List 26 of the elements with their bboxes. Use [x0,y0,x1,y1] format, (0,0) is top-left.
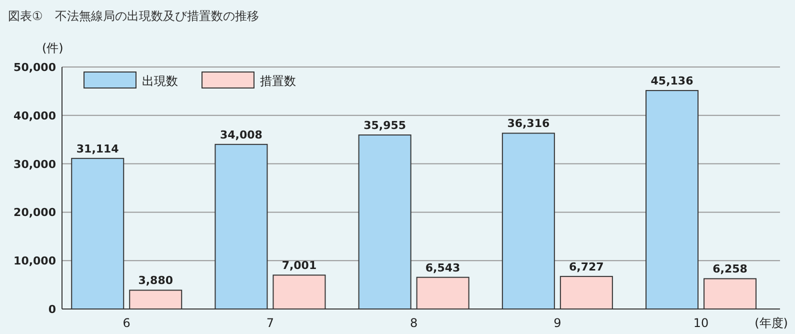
data-label: 7,001 [282,259,317,272]
x-tick-label: 9 [554,316,562,330]
y-tick-label: 10,000 [14,254,56,268]
data-label: 35,955 [364,118,406,132]
y-tick-label: 30,000 [14,158,56,171]
data-label: 31,114 [76,142,120,156]
x-tick-label: 7 [266,316,274,330]
y-tick-label: 20,000 [14,206,56,220]
data-label: 6,258 [712,262,748,276]
legend-label: 出現数 [142,74,178,88]
x-tick-label: 8 [410,316,418,330]
x-axis-title: (年度) [754,316,788,330]
data-label: 45,136 [650,74,694,88]
chart-title: 図表① 不法無線局の出現数及び措置数の推移 [8,9,259,23]
x-tick-label: 10 [693,316,709,330]
data-label: 34,008 [220,128,262,142]
y-tick-label: 0 [48,303,56,316]
y-axis-title: (件) [42,41,64,55]
data-label: 6,543 [425,261,460,274]
legend-label: 措置数 [260,74,296,88]
y-tick-label: 50,000 [14,61,56,74]
data-label: 36,316 [507,117,550,130]
x-tick-label: 6 [122,316,130,330]
data-label: 6,727 [569,260,604,274]
data-label: 3,880 [138,274,174,288]
y-tick-label: 40,000 [14,109,56,122]
